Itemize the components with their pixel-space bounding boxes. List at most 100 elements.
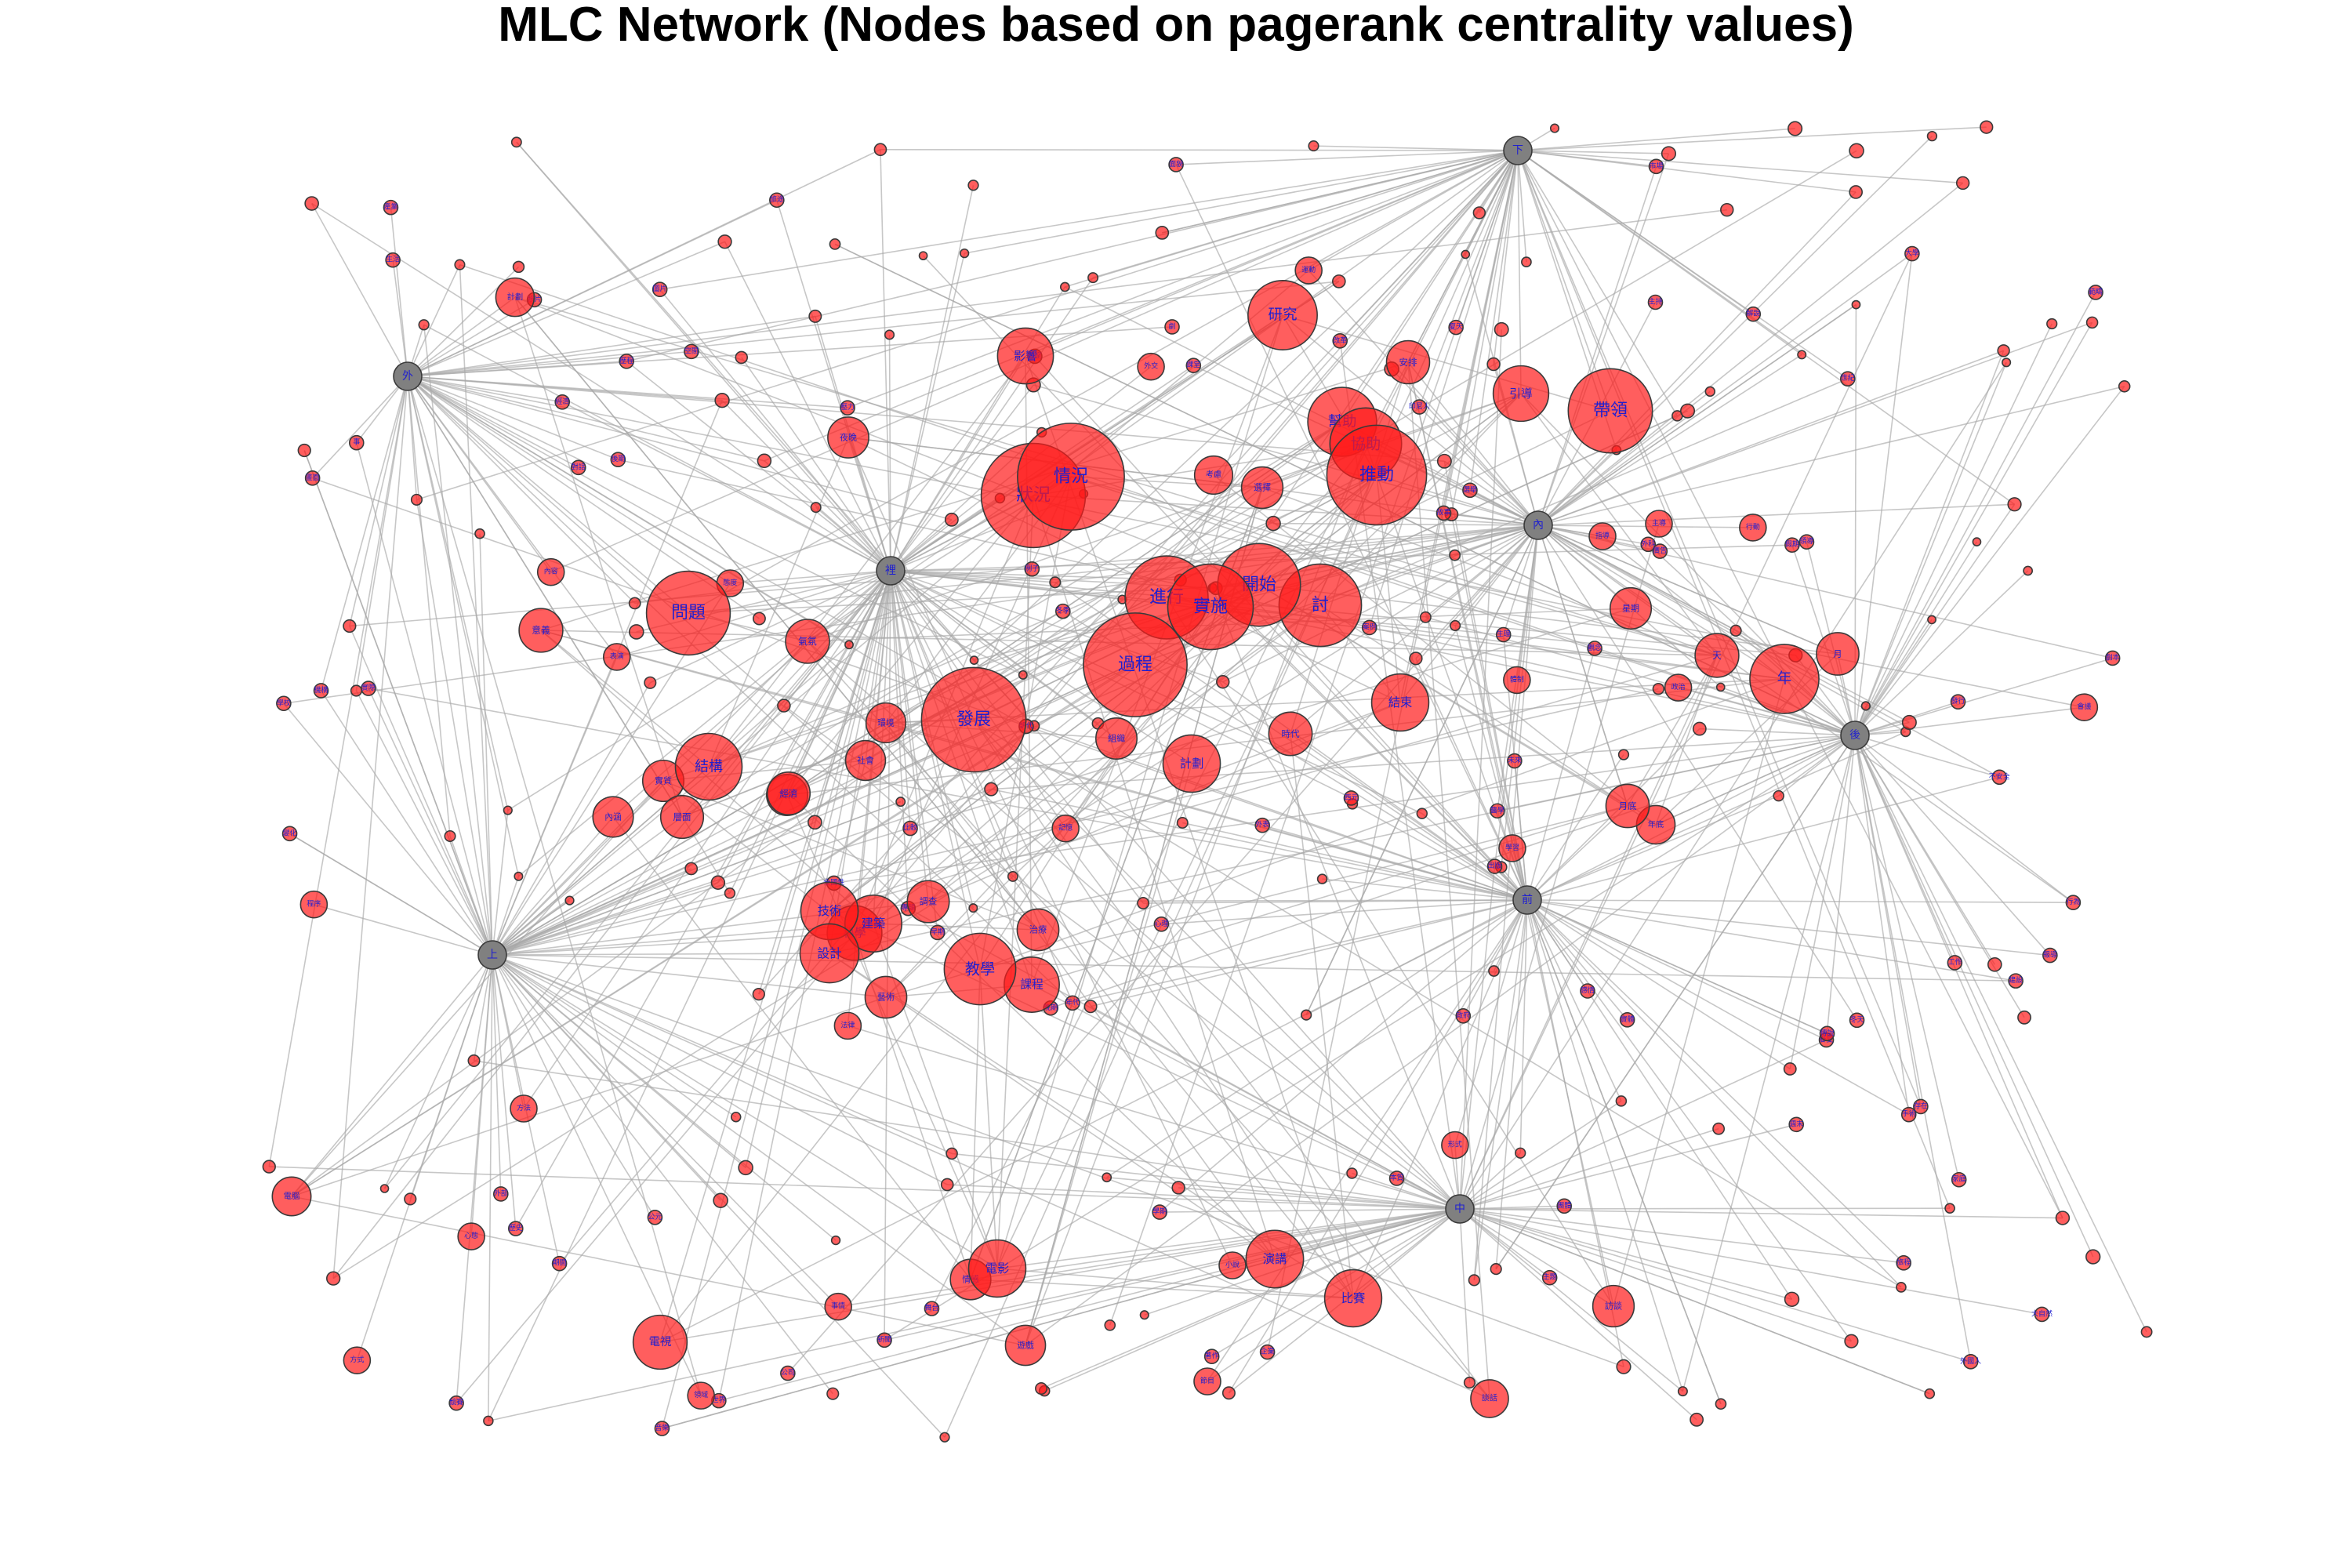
edge (488, 1208, 1461, 1422)
edge (283, 702, 493, 956)
node (1609, 586, 1653, 630)
minor-node (1104, 1319, 1116, 1331)
edge (1526, 805, 1628, 901)
edge (1517, 150, 1527, 263)
minor-node (730, 1111, 742, 1123)
edge (1415, 524, 1539, 659)
edge (320, 690, 493, 956)
edge (1215, 587, 1528, 901)
node (1839, 371, 1856, 387)
node-label: 外表 (1255, 820, 1269, 829)
edge (1526, 899, 1793, 1300)
edge (1526, 776, 2000, 901)
edge (1854, 735, 2063, 1218)
node (1745, 306, 1762, 322)
node (1507, 753, 1523, 769)
edge (1854, 735, 2147, 1333)
node-label: 企業 (1261, 1347, 1275, 1356)
node-label: 行動 (1746, 522, 1760, 532)
edge (303, 450, 493, 956)
minor-node (514, 871, 524, 881)
node-label: 學習 (1505, 843, 1519, 852)
edge (355, 690, 493, 956)
minor-node (1521, 256, 1532, 268)
node-label: 學校 (277, 698, 291, 707)
node (924, 1301, 940, 1316)
minor-node (1468, 1274, 1480, 1287)
edge (1526, 731, 1906, 901)
edge (1044, 1208, 1461, 1392)
node (1788, 1116, 1805, 1133)
node-label: 空間 (684, 346, 699, 355)
edge (1025, 735, 1856, 1346)
edge (1459, 1207, 1951, 1210)
edge (492, 954, 998, 1269)
edge (884, 735, 1856, 1341)
minor-node (968, 903, 978, 913)
minor-node (873, 143, 887, 157)
edge (1526, 899, 1791, 1070)
node (1167, 563, 1254, 651)
node-label: 實際 (361, 683, 376, 692)
edge (890, 570, 1123, 601)
node-label: 運動 (1301, 266, 1316, 274)
node (1185, 358, 1202, 374)
edge (721, 400, 891, 572)
minor-node (1416, 808, 1428, 819)
edge (1526, 899, 1827, 1041)
minor-node (1419, 611, 1432, 623)
minor-node (1652, 682, 1665, 695)
node (827, 416, 869, 459)
edge (1459, 1208, 1930, 1395)
node (1094, 717, 1138, 760)
edge (1517, 128, 1795, 151)
edge (1261, 824, 1528, 901)
edge (492, 954, 656, 1218)
node (652, 281, 668, 298)
edge (407, 296, 516, 377)
edge (1459, 1039, 1827, 1210)
node (570, 459, 586, 476)
minor-node (1997, 344, 2010, 358)
edge (356, 442, 493, 956)
edge (492, 954, 737, 1118)
edge (1854, 253, 1913, 736)
node-label: 前 (1522, 893, 1533, 906)
node-label: 改革 (1333, 336, 1347, 345)
node-label: 發行 (1951, 696, 1965, 706)
edge (764, 460, 891, 572)
minor-node (1844, 1334, 1859, 1348)
edge (1454, 524, 1539, 556)
node (619, 353, 634, 369)
minor-node (939, 1432, 950, 1443)
edge (492, 899, 570, 956)
node (766, 771, 811, 816)
node (1739, 514, 1767, 542)
edge (1655, 655, 1718, 826)
node-label: 團體 (1557, 1200, 1571, 1210)
edge (456, 954, 493, 1403)
minor-node (1944, 1203, 1955, 1214)
edge (383, 570, 891, 1189)
node-label: 會議 (2077, 702, 2091, 711)
node (1784, 537, 1800, 553)
node (1294, 256, 1323, 285)
node-label: 計劃 (507, 292, 524, 302)
node-label: 行為 (2066, 897, 2080, 906)
node-label: 醫學 (1490, 805, 1504, 815)
node-label: 早期 (931, 927, 945, 936)
node (1694, 633, 1740, 678)
edge (873, 570, 891, 924)
node-label: 考慮 (1206, 470, 1221, 480)
node (536, 557, 565, 586)
edge (507, 570, 891, 811)
edge (407, 376, 509, 811)
edge (291, 1196, 1026, 1346)
minor-node (830, 1235, 841, 1246)
edge (1273, 522, 1539, 526)
node (1556, 1198, 1573, 1214)
edge (758, 570, 891, 995)
minor-node (1316, 873, 1328, 884)
node-label: 演講 (1263, 1252, 1287, 1266)
node (943, 932, 1017, 1006)
